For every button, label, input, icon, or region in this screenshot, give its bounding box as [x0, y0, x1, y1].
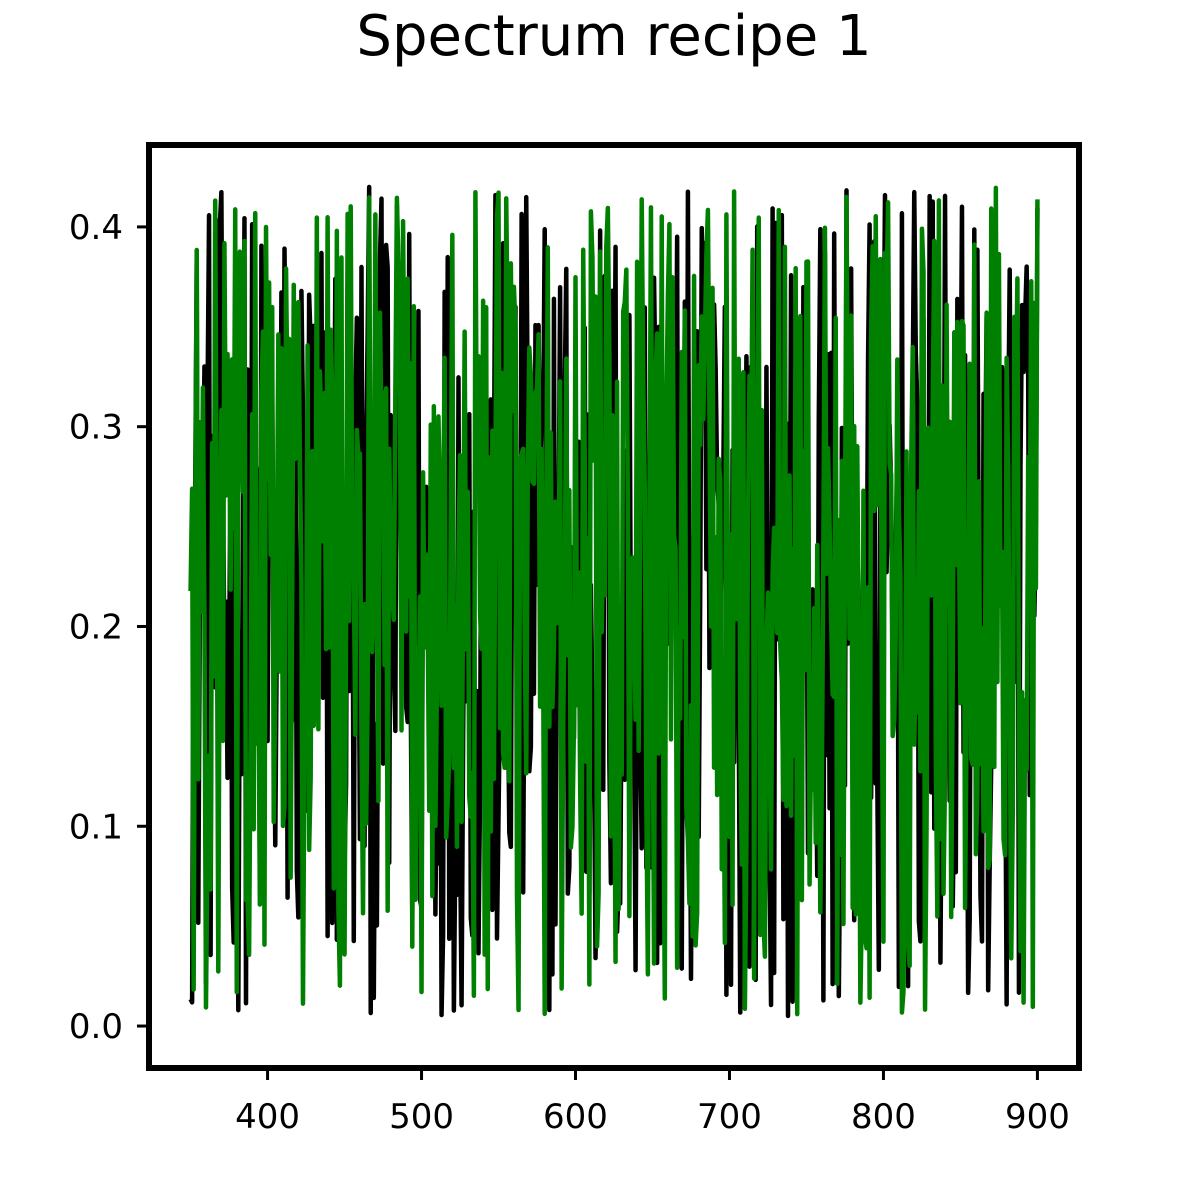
- series-layer: [188, 184, 1040, 1019]
- y-tick-label: 0.1: [69, 807, 123, 847]
- x-axis: 400 500 600 700 800 900: [235, 1068, 1070, 1137]
- y-tick-label: 0.2: [69, 607, 123, 647]
- axes-frame: [146, 142, 1082, 1071]
- x-tick-label: 800: [851, 1097, 916, 1137]
- y-tick-label: 0.0: [69, 1007, 123, 1047]
- x-tick-label: 900: [1005, 1097, 1070, 1137]
- y-tick-label: 0.4: [69, 208, 123, 248]
- x-tick-label: 700: [697, 1097, 762, 1137]
- series-line-2: [188, 185, 1040, 1017]
- y-tick-label: 0.3: [69, 408, 123, 448]
- x-tick-label: 600: [543, 1097, 608, 1137]
- x-tick-label: 400: [235, 1097, 300, 1137]
- chart-title: Spectrum recipe 1: [356, 4, 872, 69]
- x-tick-label: 500: [389, 1097, 454, 1137]
- y-axis: 0.0 0.1 0.2 0.3 0.4: [69, 208, 149, 1047]
